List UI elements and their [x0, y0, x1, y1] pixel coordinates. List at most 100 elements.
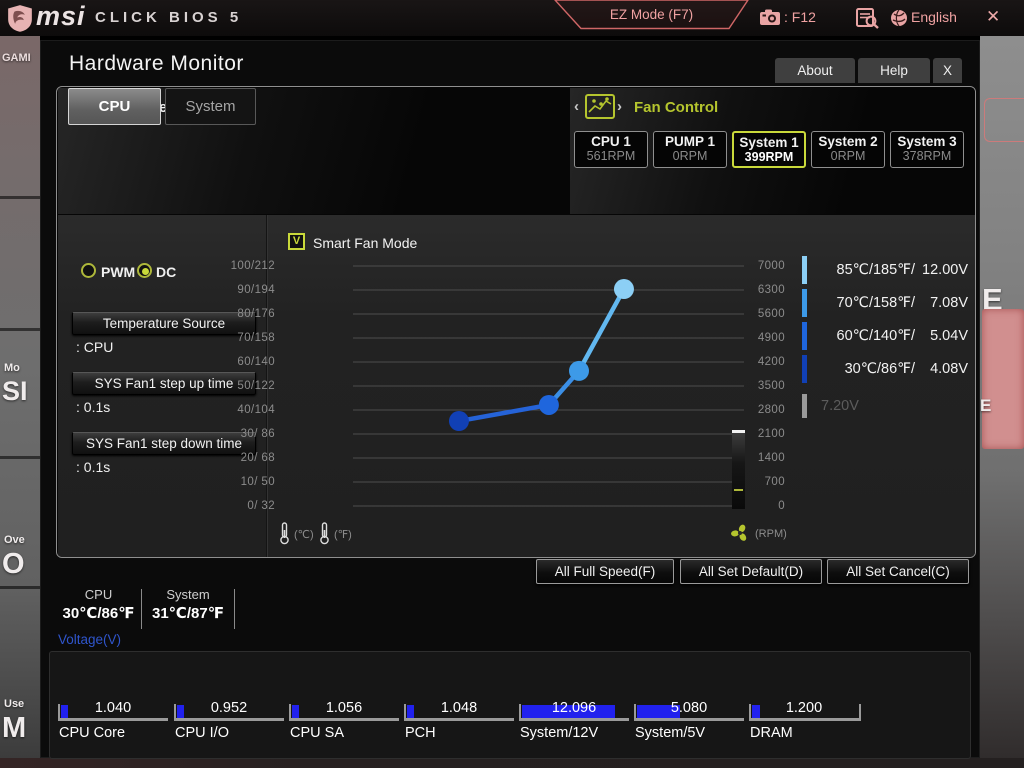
- fan-curve-point[interactable]: [538, 394, 559, 415]
- gauge-label: CPU Core: [59, 725, 126, 741]
- screenshot-hotkey-label: : F12: [784, 9, 816, 25]
- ez-mode-shape: [554, 0, 749, 30]
- close-icon[interactable]: ✕: [986, 7, 1001, 26]
- system-temp-value: 31℃/87℉: [152, 605, 224, 622]
- legend-color-bar: [802, 256, 807, 284]
- language-globe-icon[interactable]: [890, 9, 908, 27]
- gauge-value: 5.080: [670, 700, 708, 716]
- top-bar: msi CLICK BIOS 5 EZ Mode (F7) : F12 Engl…: [0, 0, 1024, 36]
- fan-name: CPU 1: [591, 134, 631, 149]
- temperature-axis-tick: 60/140: [237, 356, 275, 368]
- msi-shield-icon: [8, 5, 32, 32]
- step-up-time-button[interactable]: SYS Fan1 step up time: [72, 372, 256, 395]
- product-name: CLICK BIOS 5: [95, 9, 243, 26]
- bg-text-e-small: E: [980, 396, 992, 415]
- legend-entry-60c: 60℃/140℉/ 5.04V: [802, 321, 970, 351]
- legend-temp-text: 30℃/86℉/: [844, 361, 915, 377]
- legend-entry-85c: 85℃/185℉/ 12.00V: [802, 255, 970, 285]
- rpm-axis-tick: 3500: [757, 380, 785, 392]
- dc-radio-label[interactable]: DC: [156, 264, 177, 280]
- smart-fan-checkbox[interactable]: V: [288, 233, 305, 250]
- pwm-radio[interactable]: [81, 263, 96, 278]
- voltage-gauge-dram: 1.200 DRAM: [749, 652, 861, 752]
- cpu-temperature-readout: CPU 30℃/86℉: [56, 587, 141, 622]
- fan-control-graph-icon: [585, 94, 615, 119]
- tab-system[interactable]: System: [165, 88, 256, 125]
- help-button[interactable]: Help: [858, 58, 930, 83]
- rpm-axis-tick: 6300: [757, 284, 785, 296]
- legend-entry-30c: 30℃/86℉/ 4.08V: [802, 354, 970, 384]
- celsius-unit-label: (℃): [294, 529, 314, 541]
- gauge-value: 1.200: [785, 700, 823, 716]
- language-selector[interactable]: English: [911, 9, 957, 25]
- fan-curve-point[interactable]: [613, 279, 634, 300]
- rpm-axis-tick: 0: [778, 500, 785, 512]
- temperature-axis-tick: 10/ 50: [240, 476, 275, 488]
- fan-button-cpu1[interactable]: CPU 1 561RPM: [574, 131, 648, 168]
- rpm-axis-tick: 2100: [757, 428, 785, 440]
- dc-radio[interactable]: [137, 263, 152, 278]
- chevron-right-icon[interactable]: ›: [617, 98, 622, 115]
- temperature-axis-tick: 50/122: [237, 380, 275, 392]
- fan-name: System 2: [818, 134, 878, 149]
- fan-curve-point[interactable]: [448, 411, 469, 432]
- temperature-source-value: : CPU: [76, 339, 114, 355]
- ez-mode-button[interactable]: EZ Mode (F7): [609, 7, 694, 22]
- all-set-default-button[interactable]: All Set Default(D): [680, 559, 822, 584]
- all-full-speed-button[interactable]: All Full Speed(F): [536, 559, 674, 584]
- step-down-time-button[interactable]: SYS Fan1 step down time: [72, 432, 256, 455]
- background-menu-left: GAMI Mo SI Ove O Use M: [0, 36, 40, 768]
- voltage-gauge-cpu-sa: 1.056 CPU SA: [289, 652, 401, 752]
- gauge-label: CPU SA: [290, 725, 344, 741]
- legend-color-bar: [802, 394, 807, 418]
- gauge-label: System/5V: [635, 725, 706, 741]
- bg-text-e-big: E: [982, 282, 1003, 317]
- gauge-value: 0.952: [210, 700, 248, 716]
- user-guide-icon[interactable]: [856, 8, 880, 29]
- gauge-label: System/12V: [520, 725, 599, 741]
- fan-rpm: 561RPM: [586, 149, 636, 163]
- gauge-value: 1.056: [325, 700, 363, 716]
- fan-speed-slider[interactable]: [732, 430, 745, 509]
- bg-text-gaming: GAMI: [2, 52, 31, 64]
- gauge-end-tick: [859, 704, 861, 721]
- tab-cpu[interactable]: CPU: [68, 88, 161, 125]
- fan-button-system1[interactable]: System 1 399RPM: [732, 131, 806, 168]
- system-temperature-readout: System 31℃/87℉: [142, 587, 234, 622]
- legend-voltage-value: 4.08V: [930, 361, 968, 377]
- fan-name: System 1: [739, 135, 799, 150]
- voltage-section-title: Voltage(V): [58, 632, 122, 647]
- temperature-source-button[interactable]: Temperature Source: [72, 312, 256, 335]
- step-down-time-value: : 0.1s: [76, 459, 111, 475]
- camera-icon[interactable]: [759, 9, 781, 26]
- legend-color-bar: [802, 289, 807, 317]
- gauge-label: CPU I/O: [175, 725, 229, 741]
- rpm-axis-tick: 4200: [757, 356, 785, 368]
- rpm-unit-label: (RPM): [755, 528, 787, 540]
- all-set-cancel-button[interactable]: All Set Cancel(C): [827, 559, 969, 584]
- fan-button-system2[interactable]: System 2 0RPM: [811, 131, 885, 168]
- fan-curve-point[interactable]: [568, 360, 589, 381]
- fan-icon: [731, 524, 747, 541]
- fan-rpm: 0RPM: [830, 149, 866, 163]
- temperature-axis: 100/212 90/194 80/176 70/158 60/140 50/122 40/…: [211, 259, 275, 525]
- pwm-radio-label[interactable]: PWM: [101, 264, 136, 280]
- dialog-title: Hardware Monitor: [69, 52, 244, 75]
- rpm-axis: 7000 6300 5600 4900 4200 3500 2800 2100 1400 700 0: [755, 259, 785, 525]
- bg-text-oc: O: [2, 548, 25, 580]
- legend-color-bar: [802, 322, 807, 350]
- thermometer-celsius-icon: [280, 522, 289, 545]
- fan-name: PUMP 1: [664, 134, 716, 149]
- dialog-close-button[interactable]: X: [933, 58, 962, 83]
- fan-rpm: 0RPM: [672, 149, 708, 163]
- cpu-temp-label: CPU: [84, 587, 113, 602]
- chevron-left-icon[interactable]: ‹: [574, 98, 579, 115]
- about-button[interactable]: About: [775, 58, 855, 83]
- voltage-gauge-pch: 1.048 PCH: [404, 652, 516, 752]
- fan-button-pump1[interactable]: PUMP 1 0RPM: [653, 131, 727, 168]
- legend-voltage-value: 7.20V: [821, 398, 859, 414]
- fan-name: System 3: [897, 134, 957, 149]
- gauge-value: 1.048: [440, 700, 478, 716]
- fan-button-system3[interactable]: System 3 378RPM: [890, 131, 964, 168]
